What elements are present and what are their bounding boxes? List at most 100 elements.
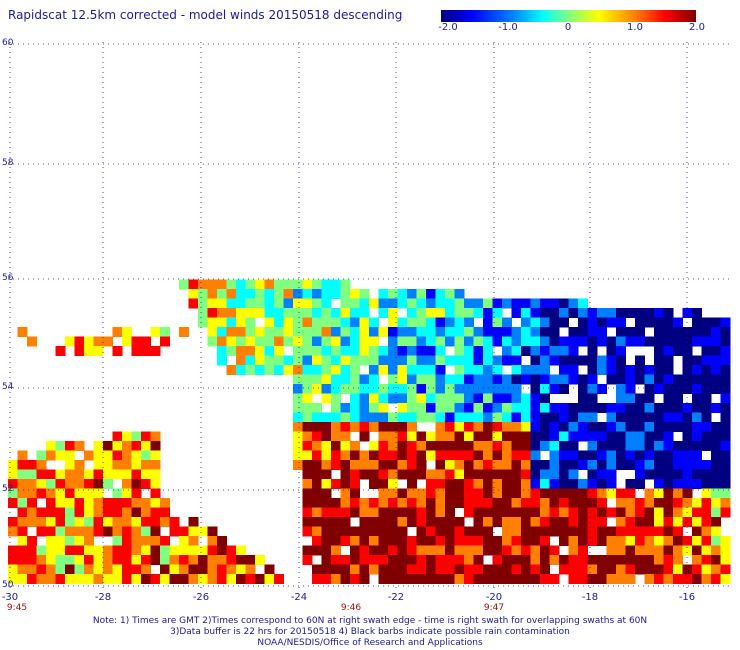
wind-cell	[103, 507, 113, 518]
wind-cell	[131, 574, 142, 584]
wind-cell	[255, 308, 265, 318]
wind-cell	[388, 346, 398, 356]
wind-cell	[169, 555, 180, 565]
wind-cell	[625, 308, 636, 318]
wind-cell	[530, 488, 541, 499]
wind-cell	[511, 498, 522, 508]
lon-tick-label: -22	[387, 592, 405, 603]
time-label: 9:45	[6, 603, 28, 613]
wind-cell	[720, 403, 731, 413]
wind-cell	[112, 488, 123, 499]
wind-cell	[549, 346, 560, 356]
wind-cell	[445, 374, 455, 385]
wind-cell	[274, 317, 284, 328]
wind-cell	[663, 517, 674, 527]
wind-cell	[350, 441, 360, 451]
wind-cell	[340, 384, 351, 394]
wind-cell	[131, 336, 142, 347]
wind-cell	[606, 412, 617, 423]
wind-cell	[701, 488, 712, 499]
wind-cell	[17, 545, 28, 556]
wind-cell	[302, 346, 313, 356]
wind-cell	[198, 298, 208, 309]
wind-cell	[416, 507, 427, 518]
wind-cell	[407, 479, 417, 489]
wind-cell	[502, 346, 512, 356]
wind-cell	[464, 564, 474, 575]
wind-cell	[236, 355, 246, 366]
wind-cell	[321, 479, 332, 489]
wind-cell	[426, 289, 436, 299]
wind-cell	[616, 403, 626, 413]
wind-cell	[131, 479, 142, 489]
wind-cell	[692, 336, 702, 347]
wind-cell	[616, 355, 626, 366]
wind-cell	[502, 374, 512, 385]
wind-cell	[350, 289, 360, 299]
wind-cell	[350, 374, 360, 385]
wind-cell	[673, 384, 683, 394]
wind-cell	[388, 536, 398, 546]
wind-cell	[492, 488, 503, 499]
wind-cell	[654, 336, 664, 347]
wind-cell	[302, 460, 313, 470]
wind-cell	[606, 555, 617, 565]
wind-cell	[635, 545, 645, 556]
wind-cell	[236, 564, 246, 575]
wind-cell	[397, 450, 408, 461]
wind-cell	[369, 526, 379, 537]
wind-cell	[46, 536, 56, 546]
wind-cell	[682, 536, 693, 546]
wind-cell	[74, 498, 85, 508]
wind-cell	[644, 317, 655, 328]
wind-cell	[483, 393, 493, 404]
wind-cell	[369, 336, 379, 347]
wind-cell	[483, 327, 493, 337]
wind-cell	[511, 555, 522, 565]
wind-cell	[711, 564, 721, 575]
wind-cell	[397, 403, 408, 413]
wind-cell	[407, 431, 417, 442]
wind-cell	[587, 507, 598, 518]
wind-cell	[150, 574, 161, 584]
wind-cell	[549, 469, 560, 480]
wind-cell	[540, 403, 550, 413]
wind-cell	[454, 412, 465, 423]
wind-cell	[217, 336, 227, 347]
wind-cell	[378, 346, 389, 356]
wind-cell	[350, 479, 360, 489]
wind-cell	[331, 355, 341, 366]
wind-cell	[559, 308, 569, 318]
wind-cell	[331, 479, 341, 489]
wind-cell	[160, 555, 170, 565]
wind-cell	[635, 422, 645, 432]
wind-cell	[464, 393, 474, 404]
wind-cell	[711, 479, 721, 489]
wind-cell	[131, 431, 142, 442]
wind-cell	[511, 469, 522, 480]
wind-cell	[74, 441, 85, 451]
wind-cell	[587, 574, 598, 584]
wind-cell	[46, 517, 56, 527]
wind-cell	[511, 355, 522, 366]
wind-cell	[416, 488, 427, 499]
note-line: NOAA/NESDIS/Office of Research and Appli…	[257, 638, 483, 648]
wind-cell	[397, 355, 408, 366]
wind-cell	[483, 507, 493, 518]
wind-cell	[568, 488, 579, 499]
wind-cell	[236, 574, 246, 584]
wind-cell	[426, 317, 436, 328]
wind-cell	[635, 317, 645, 328]
wind-cell	[302, 441, 313, 451]
wind-cell	[378, 555, 389, 565]
wind-cell	[578, 536, 588, 546]
wind-cell	[331, 393, 341, 404]
wind-cell	[473, 422, 484, 432]
wind-cell	[597, 384, 607, 394]
wind-cell	[568, 507, 579, 518]
wind-cell	[521, 393, 531, 404]
wind-cell	[578, 384, 588, 394]
wind-cell	[293, 279, 303, 290]
wind-cell	[8, 564, 18, 575]
wind-cell	[84, 507, 94, 518]
